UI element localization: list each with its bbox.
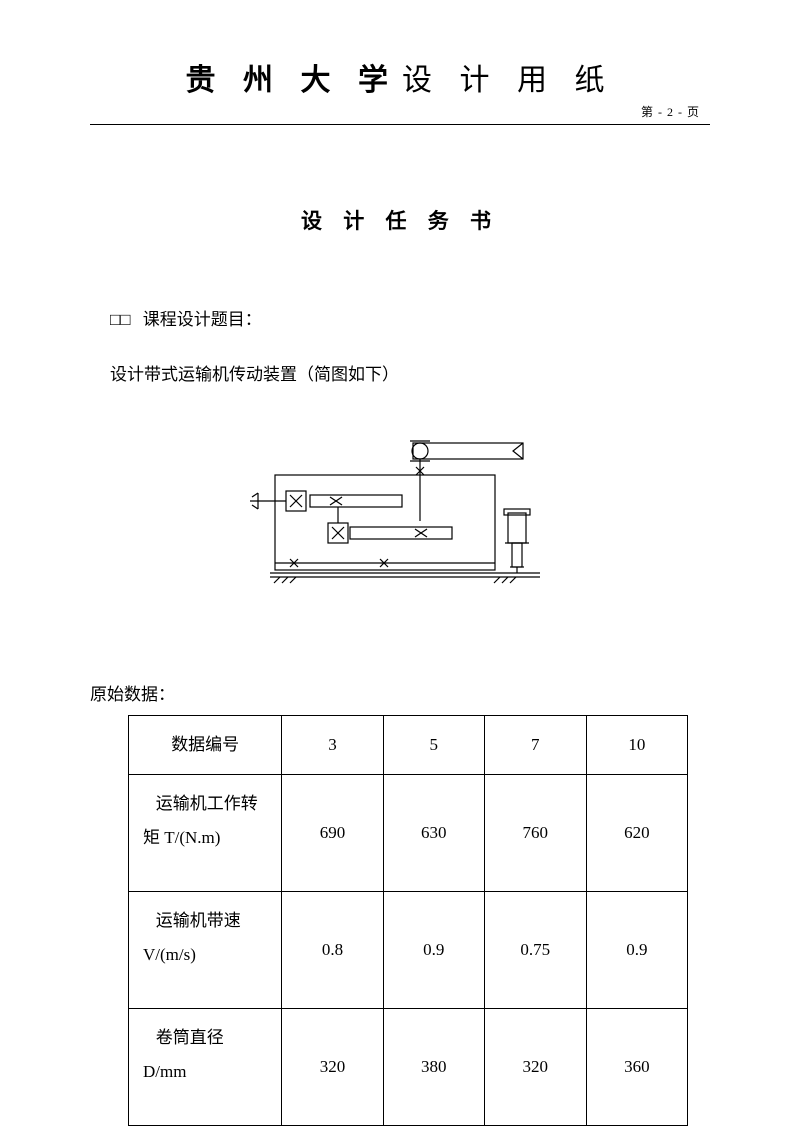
row-label: 卷筒直径D/mm bbox=[129, 1009, 282, 1126]
data-table: 数据编号 3 5 7 10 运输机工作转矩 T/(N.m) 690 630 76… bbox=[128, 715, 688, 1126]
col-header: 10 bbox=[586, 716, 687, 775]
row-label: 运输机带速V/(m/s) bbox=[129, 892, 282, 1009]
section-label: □□ 课程设计题目： bbox=[110, 305, 690, 330]
checkbox-placeholder: □□ bbox=[110, 310, 131, 330]
table-row: 数据编号 3 5 7 10 bbox=[129, 716, 688, 775]
university-name: 贵 州 大 学 bbox=[186, 64, 399, 97]
table-row: 卷筒直径D/mm 320 380 320 360 bbox=[129, 1009, 688, 1126]
doc-title: 设 计 任 务 书 bbox=[110, 205, 690, 235]
transmission-diagram bbox=[250, 435, 550, 605]
cell: 320 bbox=[484, 1009, 586, 1126]
cell: 760 bbox=[484, 775, 586, 892]
cell: 360 bbox=[586, 1009, 687, 1126]
table-row: 运输机带速V/(m/s) 0.8 0.9 0.75 0.9 bbox=[129, 892, 688, 1009]
table-row: 运输机工作转矩 T/(N.m) 690 630 760 620 bbox=[129, 775, 688, 892]
section-desc: 设计带式运输机传动装置（简图如下） bbox=[110, 360, 690, 385]
page-header: 贵 州 大 学 设 计 用 纸 bbox=[90, 55, 710, 99]
cell: 0.9 bbox=[586, 892, 687, 1009]
col-header: 5 bbox=[383, 716, 484, 775]
col-header: 7 bbox=[484, 716, 586, 775]
design-paper-label: 设 计 用 纸 bbox=[402, 64, 615, 97]
cell: 0.8 bbox=[282, 892, 383, 1009]
cell: 0.9 bbox=[383, 892, 484, 1009]
page-number: 第 - 2 - 页 bbox=[90, 103, 710, 120]
col-header: 数据编号 bbox=[129, 716, 282, 775]
cell: 630 bbox=[383, 775, 484, 892]
cell: 620 bbox=[586, 775, 687, 892]
data-label: 原始数据： bbox=[90, 680, 690, 705]
diagram bbox=[110, 435, 690, 610]
cell: 690 bbox=[282, 775, 383, 892]
cell: 380 bbox=[383, 1009, 484, 1126]
row-label: 运输机工作转矩 T/(N.m) bbox=[129, 775, 282, 892]
cell: 320 bbox=[282, 1009, 383, 1126]
col-header: 3 bbox=[282, 716, 383, 775]
section-label-text: 课程设计题目： bbox=[143, 310, 262, 329]
header-rule bbox=[90, 124, 710, 125]
cell: 0.75 bbox=[484, 892, 586, 1009]
